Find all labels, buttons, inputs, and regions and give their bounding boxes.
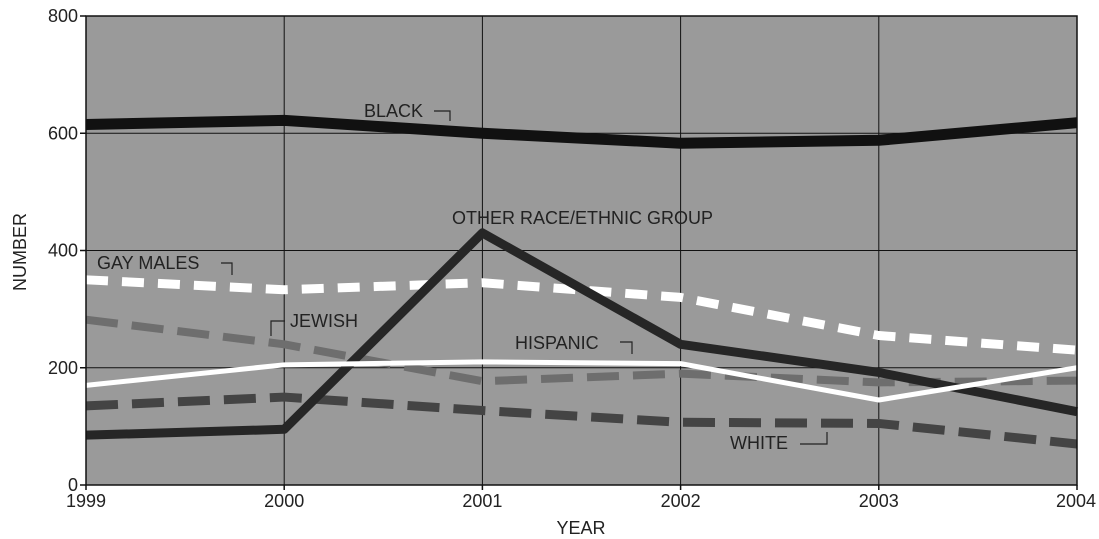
label-leader-jewish [270,320,285,336]
y-axis-label: NUMBER [10,213,30,291]
x-axis-label: YEAR [556,518,605,538]
series-label-white: WHITE [730,433,788,453]
y-tick-label: 600 [48,123,78,143]
series-label-jewish: JEWISH [290,311,358,331]
series-line-hispanic [85,359,1078,403]
series-line-other [85,228,1078,440]
label-leader-black [434,110,451,121]
x-tick-label: 2003 [859,491,899,511]
label-leader-hispanic [620,341,633,354]
x-tick-label: 2000 [264,491,304,511]
series-line-white [85,392,1078,449]
label-leader-gay [221,262,233,275]
y-tick-label: 0 [68,475,78,495]
series-label-gay: GAY MALES [97,253,199,273]
y-tick-label: 200 [48,358,78,378]
series-label-black: BLACK [364,101,423,121]
series-lines [85,114,1078,449]
series-line-black [85,114,1078,149]
series-labels: BLACK OTHER RACE/ETHNIC GROUP GAY MALES JEW… [97,101,828,453]
x-tick-label: 1999 [66,491,106,511]
series-label-other: OTHER RACE/ETHNIC GROUP [452,208,713,228]
x-tick-label: 2001 [462,491,502,511]
axes: 0 200 400 600 800 1999 2000 2001 2002 2003 2004 [48,6,1096,511]
y-tick-label: 800 [48,6,78,26]
series-line-gay [85,275,1078,355]
series-label-hispanic: HISPANIC [515,333,599,353]
x-tick-label: 2002 [661,491,701,511]
y-tick-label: 400 [48,241,78,261]
label-leader-white [800,432,828,445]
x-tick-label: 2004 [1056,491,1096,511]
